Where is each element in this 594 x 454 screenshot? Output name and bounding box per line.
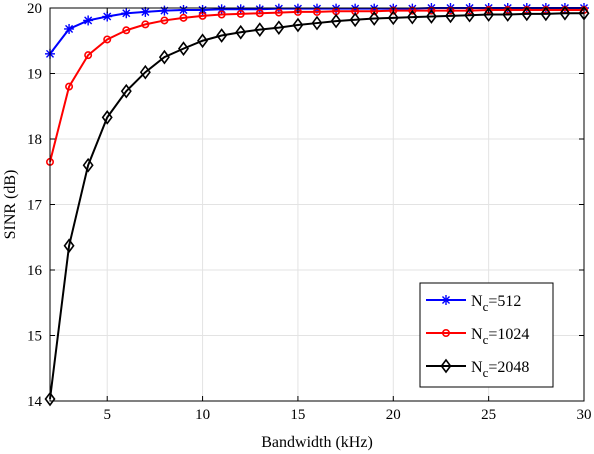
x-axis-label: Bandwidth (kHz) <box>261 434 373 451</box>
x-tick-label: 30 <box>577 407 592 423</box>
x-tick-label: 10 <box>195 407 210 423</box>
y-tick-label: 14 <box>27 394 43 410</box>
y-tick-label: 19 <box>27 67 42 83</box>
x-tick-label: 25 <box>481 407 496 423</box>
data-point <box>64 24 74 34</box>
data-point <box>159 6 169 16</box>
y-tick-label: 18 <box>27 132 42 148</box>
y-tick-label: 17 <box>27 198 43 214</box>
legend-marker <box>441 295 451 305</box>
data-point <box>102 12 112 22</box>
y-tick-label: 15 <box>27 329 42 345</box>
y-tick-label: 16 <box>27 263 43 279</box>
data-point <box>179 5 189 15</box>
data-point <box>121 8 131 18</box>
x-tick-label: 20 <box>386 407 401 423</box>
y-tick-label: 20 <box>27 1 42 17</box>
x-tick-label: 15 <box>290 407 305 423</box>
data-point <box>83 15 93 25</box>
y-axis-label: SINR (dB) <box>2 170 19 240</box>
x-tick-label: 5 <box>103 407 111 423</box>
series-circle <box>47 7 587 165</box>
